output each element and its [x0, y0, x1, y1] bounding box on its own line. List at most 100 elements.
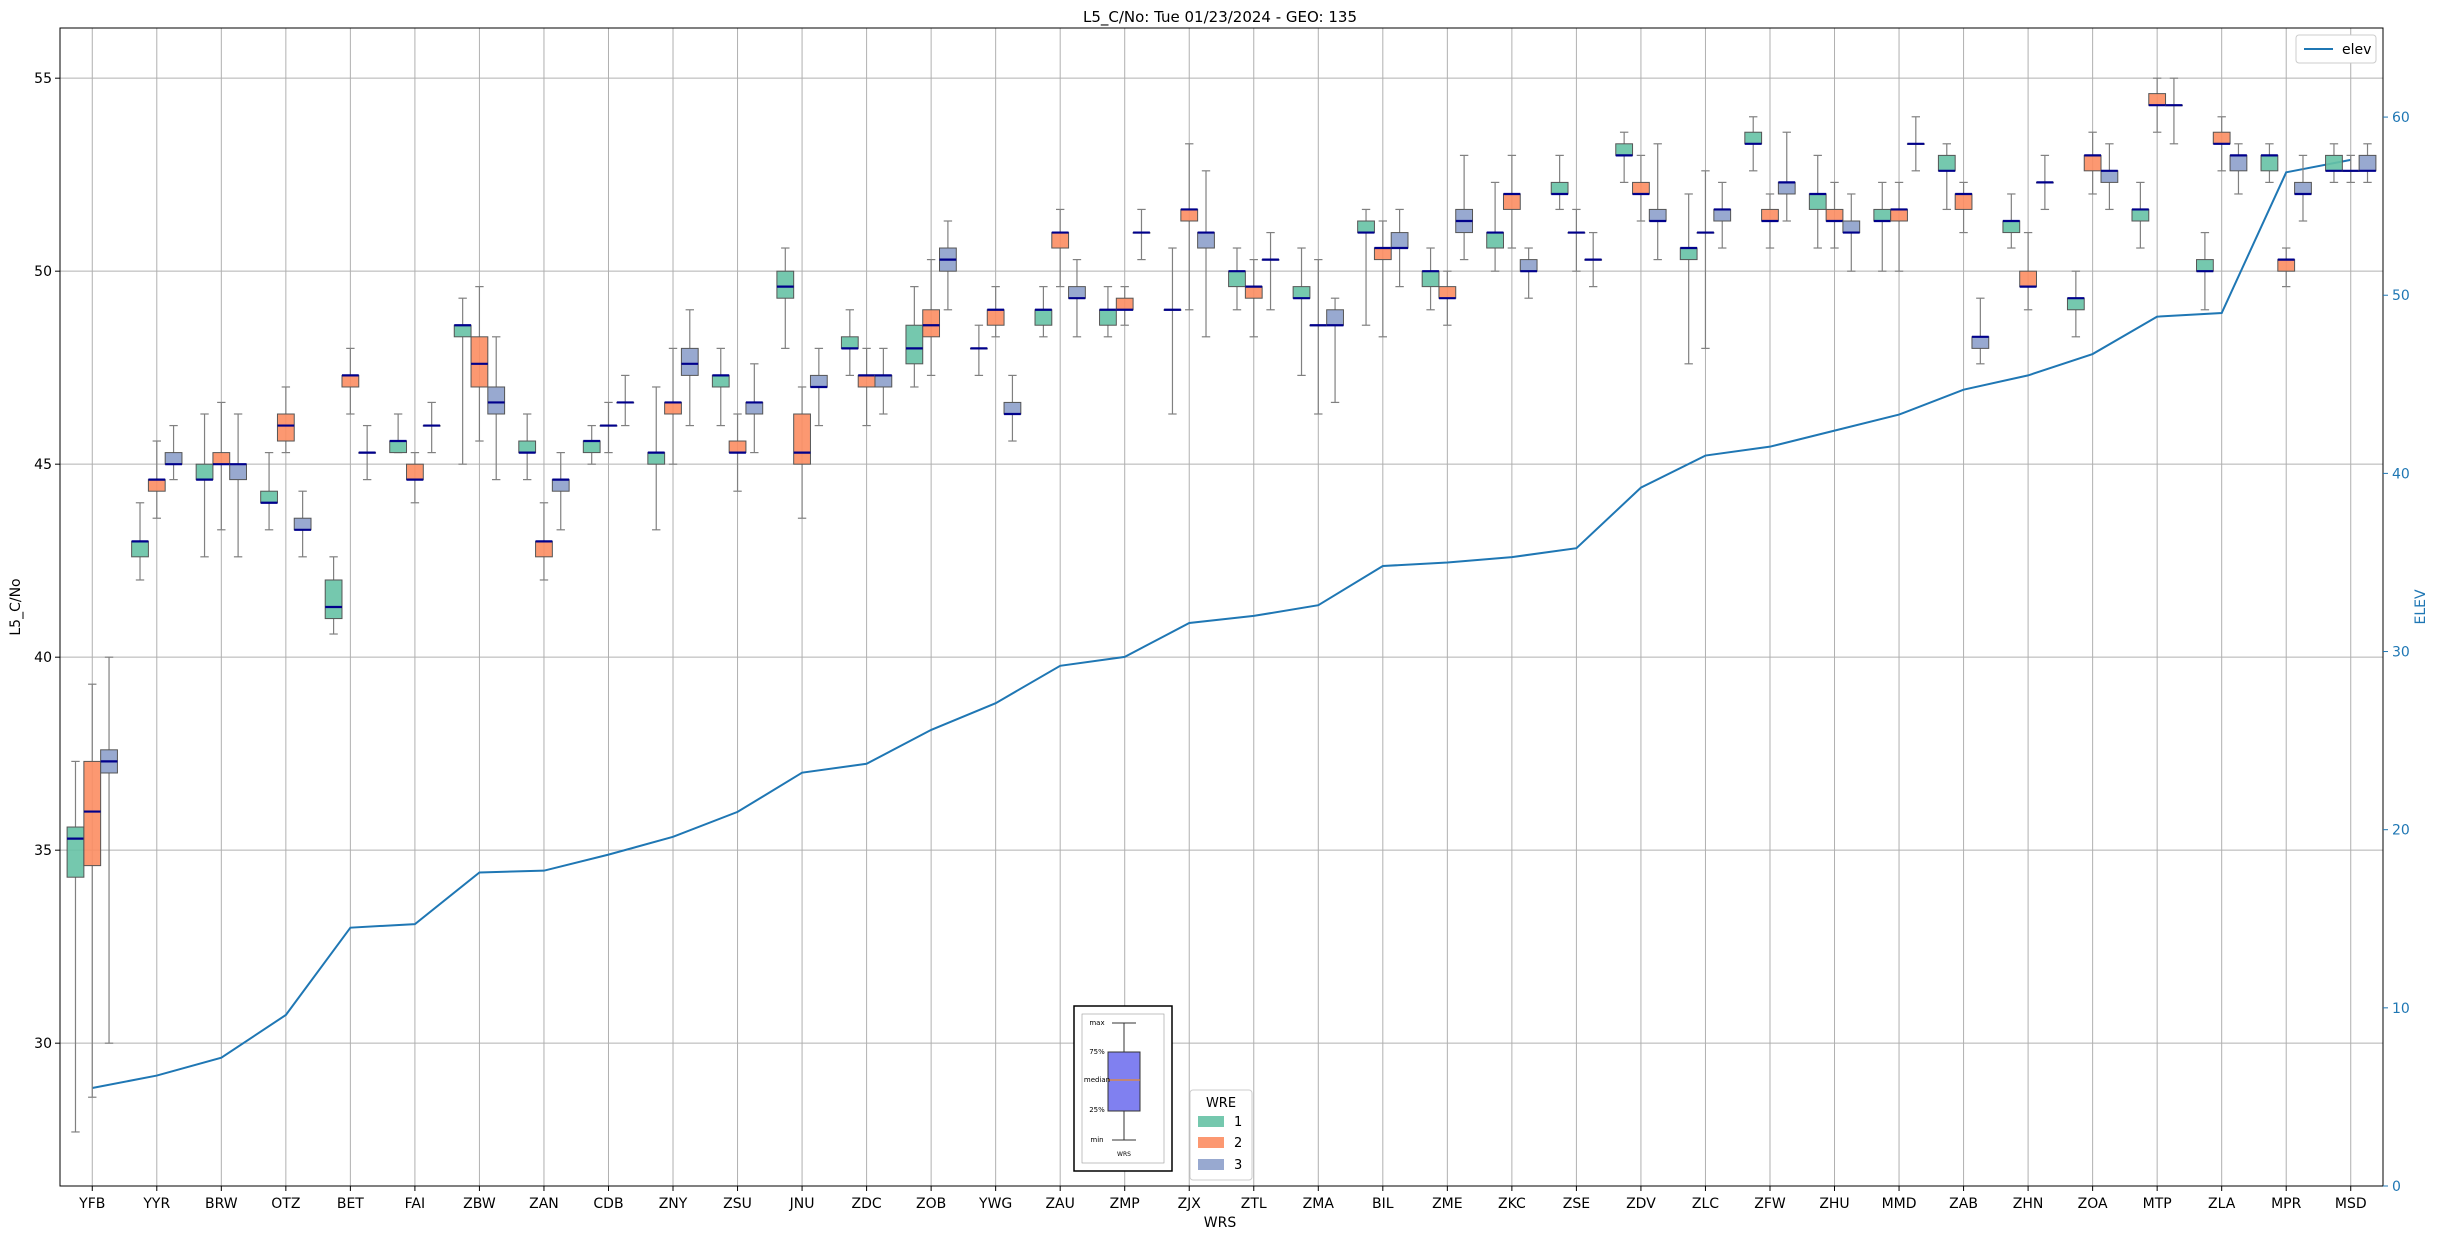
box-body — [1713, 208, 1732, 222]
inset-label-min: min — [1090, 1136, 1103, 1144]
box-body — [212, 452, 231, 465]
box-body — [2083, 154, 2102, 172]
y2-tick-label: 40 — [2392, 466, 2410, 482]
box-wrs-BRW-wre-1 — [195, 413, 214, 558]
box-wrs-ZOB-wre-3 — [939, 220, 957, 311]
box-wrs-MSD-wre-3 — [2358, 143, 2377, 183]
x-tick-label: ZBW — [463, 1196, 496, 1212]
box-wrs-ZLA-wre-1 — [2196, 231, 2214, 311]
box-key-inset: max 75% median 25% min WRS — [1073, 1005, 1173, 1172]
elev-legend: elev — [2295, 34, 2377, 64]
box-wrs-ZDV-wre-2 — [1632, 154, 1650, 222]
x-tick-label: ZME — [1432, 1196, 1463, 1212]
x-tick-label: FAI — [405, 1196, 425, 1212]
box-body — [1890, 208, 1908, 222]
box-wrs-ZDC-wre-1 — [840, 309, 859, 376]
box-wrs-ZNY-wre-3 — [680, 309, 699, 427]
x-tick-label: ZMA — [1303, 1196, 1335, 1212]
box-body — [1326, 309, 1344, 326]
box-wrs-ZOA-wre-1 — [2066, 270, 2085, 338]
box-body — [1873, 208, 1892, 222]
box-wrs-ZJX-wre-3 — [1197, 170, 1215, 338]
box-wrs-ZHN-wre-2 — [2019, 231, 2037, 311]
box-wrs-ZHU-wre-1 — [1808, 154, 1827, 249]
x-tick-label: BET — [337, 1196, 364, 1212]
box-wrs-ZSU-wre-3 — [745, 363, 764, 454]
box-body — [840, 336, 859, 349]
box-wrs-ZMA-wre-2 — [1309, 259, 1328, 415]
box-body — [664, 401, 682, 415]
box-wrs-ZFW-wre-3 — [1777, 131, 1796, 222]
box-wrs-ZMP-wre-1 — [1099, 286, 1117, 338]
box-body — [1197, 232, 1215, 249]
box-wrs-ZBW-wre-3 — [487, 336, 506, 481]
box-body — [276, 413, 295, 442]
box-body — [1115, 297, 1134, 311]
elev-series — [92, 158, 2351, 1089]
y-tick-label: 40 — [34, 650, 52, 666]
box-wrs-YFB-wre-3 — [100, 656, 118, 1044]
gridlines — [60, 28, 2383, 1186]
box-body — [1180, 208, 1199, 222]
box-wrs-ZOA-wre-3 — [2100, 143, 2119, 211]
box-wrs-YFB-wre-2 — [83, 683, 102, 1098]
box-wrs-MMD-wre-3 — [1906, 116, 1925, 172]
x-tick-label: ZNY — [659, 1196, 688, 1212]
box-body — [776, 270, 795, 299]
box-wrs-ZSU-wre-2 — [728, 413, 747, 492]
x-tick-label: ZOA — [2078, 1196, 2108, 1212]
box-body — [1292, 286, 1311, 299]
box-wrs-ZSE-wre-3 — [1584, 231, 1603, 288]
box-wrs-OTZ-wre-3 — [293, 490, 312, 558]
box-wrs-MPR-wre-1 — [2260, 143, 2279, 183]
x-tick-label: ZLC — [1692, 1196, 1719, 1212]
box-body — [647, 452, 666, 465]
y-tick-label: 35 — [34, 843, 52, 859]
box-body — [711, 374, 730, 388]
box-wrs-CDB-wre-1 — [582, 424, 601, 465]
box-body — [809, 374, 828, 388]
box-body — [1228, 270, 1246, 288]
box-body — [2277, 259, 2296, 272]
box-body — [986, 309, 1005, 326]
box-body — [1971, 336, 1990, 349]
box-body — [2196, 259, 2214, 272]
box-wrs-FAI-wre-2 — [406, 452, 424, 504]
box-wrs-BIL-wre-3 — [1390, 208, 1409, 288]
box-wrs-ZOA-wre-2 — [2083, 131, 2102, 195]
x-tick-label: YFB — [78, 1196, 105, 1212]
y-tick-label: 50 — [34, 264, 52, 280]
box-body — [470, 336, 489, 388]
wre-legend-swatch-3 — [1198, 1159, 1224, 1170]
box-wrs-ZAB-wre-2 — [1954, 181, 1973, 234]
box-body — [1615, 143, 1634, 156]
box-wrs-ZMA-wre-3 — [1326, 297, 1344, 404]
box-wrs-ZME-wre-2 — [1438, 270, 1457, 326]
wre-legend-title: WRE — [1206, 1096, 1236, 1111]
box-body — [1502, 193, 1521, 210]
box-wrs-ZSE-wre-2 — [1567, 208, 1586, 272]
box-series — [66, 77, 2377, 1133]
box-body — [1761, 208, 1779, 222]
box-wrs-ZAB-wre-1 — [1937, 143, 1956, 211]
elev-legend-label: elev — [2342, 42, 2371, 58]
box-body — [2294, 181, 2312, 195]
y-axis: 30 35 40 45 50 55 — [34, 71, 60, 1052]
box-wrs-ZLC-wre-3 — [1713, 181, 1732, 249]
box-body — [1825, 208, 1844, 222]
box-wrs-ZNY-wre-2 — [664, 347, 682, 465]
box-wrs-ZFW-wre-1 — [1744, 116, 1763, 172]
box-wrs-BET-wre-3 — [358, 424, 377, 481]
box-wrs-ZTL-wre-3 — [1261, 231, 1280, 311]
box-wrs-ZKC-wre-1 — [1486, 181, 1504, 272]
box-body — [1357, 220, 1375, 234]
box-wrs-BIL-wre-1 — [1357, 208, 1375, 326]
x-tick-label: ZLA — [2208, 1196, 2236, 1212]
box-wrs-YYR-wre-3 — [164, 424, 183, 481]
box-body — [1034, 309, 1053, 326]
box-body — [728, 440, 747, 454]
x-tick-label: ZHU — [1819, 1196, 1849, 1212]
box-wrs-MMD-wre-2 — [1890, 181, 1908, 272]
box-wrs-CDB-wre-3 — [616, 374, 635, 427]
